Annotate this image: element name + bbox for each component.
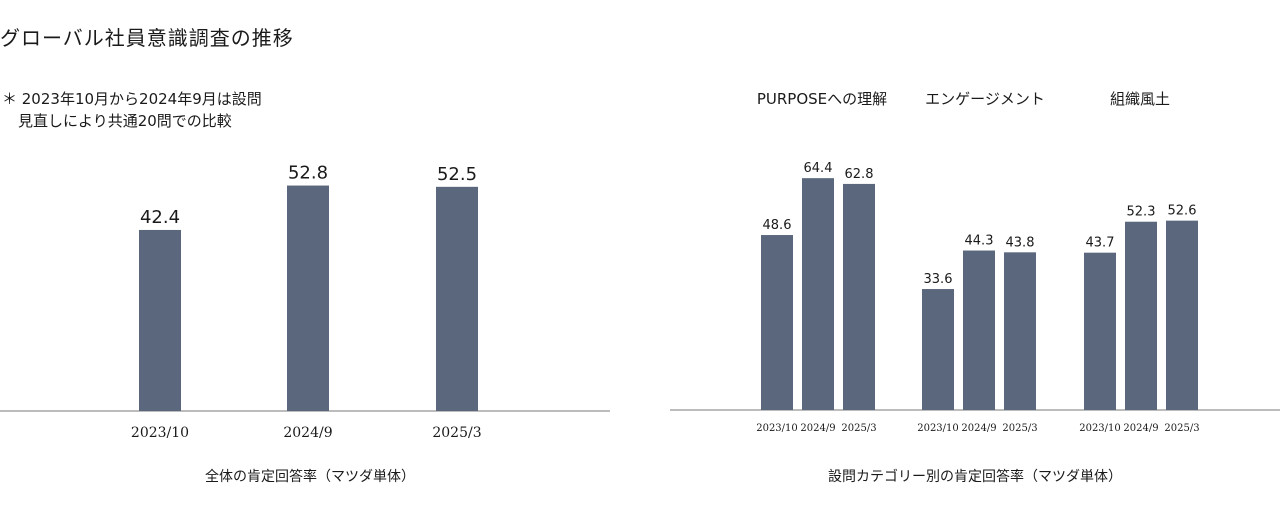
group-label-purpose: PURPOSEへの理解 <box>756 90 888 108</box>
x-tick-label: 2025/3 <box>1002 423 1037 434</box>
bar-group2-2024-9 <box>1125 221 1157 410</box>
group-label-engagement: エンゲージメント <box>925 90 1045 108</box>
value-label: 42.4 <box>140 207 180 228</box>
value-label: 52.3 <box>1127 205 1156 220</box>
note-line-2: 見直しにより共通20問での比較 <box>18 112 232 130</box>
x-tick-label: 2023/10 <box>756 423 798 434</box>
x-tick-label: 2023/10 <box>1079 423 1121 434</box>
value-label: 44.3 <box>965 234 994 249</box>
x-tick-label: 2023/10 <box>131 425 189 441</box>
bar-group2-2023-10 <box>1084 252 1116 410</box>
bar-group1-2024-9 <box>963 250 995 410</box>
note-line-1: ＊ 2023年10月から2024年9月は設問 <box>2 90 262 108</box>
x-tick-label: 2024/9 <box>800 423 835 434</box>
survey-note: ＊ 2023年10月から2024年9月は設問 見直しにより共通20問での比較 <box>2 88 262 132</box>
bar-2023-10 <box>139 229 181 411</box>
bar-2024-9 <box>287 185 329 411</box>
bar-group1-2023-10 <box>922 289 954 410</box>
category-chart-caption: 設問カテゴリー別の肯定回答率（マツダ単体） <box>828 469 1122 485</box>
x-tick-label: 2024/9 <box>283 425 332 441</box>
bar-group0-2023-10 <box>761 235 793 410</box>
bar-group0-2024-9 <box>802 178 834 410</box>
x-tick-label: 2025/3 <box>432 425 481 441</box>
overall-bar-chart: 42.4 2023/10 52.8 2024/9 52.5 2025/3 <box>0 163 610 441</box>
value-label: 52.6 <box>1168 204 1197 219</box>
value-label: 64.4 <box>804 161 833 176</box>
value-label: 43.8 <box>1006 235 1035 250</box>
bar-group2-2025-3 <box>1166 220 1198 410</box>
value-label: 52.5 <box>437 164 477 185</box>
x-tick-label: 2024/9 <box>1123 423 1158 434</box>
x-tick-label: 2025/3 <box>1164 423 1199 434</box>
value-label: 48.6 <box>763 218 792 233</box>
page-title: グローバル社員意識調査の推移 <box>0 26 294 50</box>
group-label-culture: 組織風土 <box>1109 90 1170 108</box>
bar-2025-3 <box>436 186 478 411</box>
bar-group0-2025-3 <box>843 183 875 410</box>
overall-chart-caption: 全体の肯定回答率（マツダ単体） <box>205 469 415 485</box>
bar-group1-2025-3 <box>1004 252 1036 410</box>
x-tick-label: 2024/9 <box>961 423 996 434</box>
value-label: 33.6 <box>924 272 953 287</box>
x-tick-label: 2025/3 <box>841 423 876 434</box>
x-tick-label: 2023/10 <box>917 423 959 434</box>
value-label: 43.7 <box>1086 236 1115 251</box>
value-label: 52.8 <box>288 163 328 184</box>
value-label: 62.8 <box>845 167 874 182</box>
